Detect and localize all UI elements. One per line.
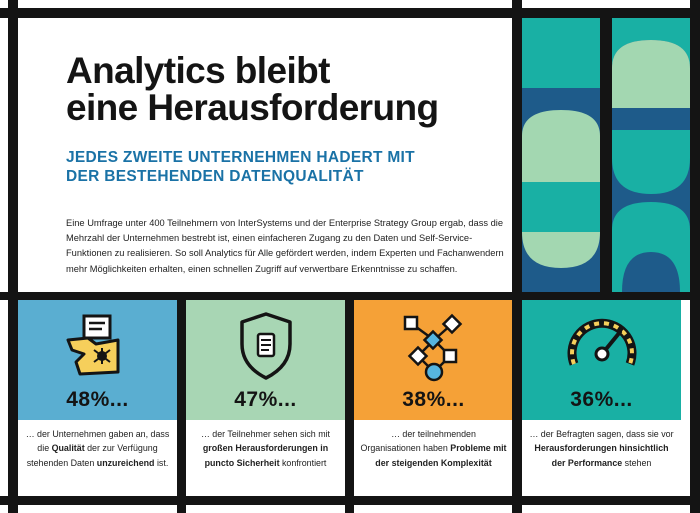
description-run: … der Unternehmen gaben an, dass die [25,429,170,454]
description-text: … der Unternehmen gaben an, dass die Qua… [24,427,171,470]
stat-value: 36%... [570,388,633,411]
description-text: … der Teilnehmer sehen sich mit großen H… [192,427,339,470]
hero-panel: Analytics bleibt eine Herausforderung JE… [18,18,512,294]
subtitle: JEDES ZWEITE UNTERNEHMEN HADERT MIT DER … [66,148,415,186]
stat-value: 47%... [234,388,297,411]
decorative-pattern [522,18,690,292]
stat-tile-performance: 36%... [522,300,681,420]
title-line-1: Analytics bleibt [66,50,330,91]
grid-line-left [8,0,18,513]
description-emphasis: großen Herausforderungen in puncto Siche… [202,443,329,468]
description-text: … der Befragten sagen, dass sie vor Hera… [528,427,675,470]
stat-tile-complexity: 38%... [354,300,513,420]
description-text: … der teilnehmenden Organisationen haben… [360,427,507,470]
speedometer-icon [567,318,637,366]
stat-description-complexity: … der teilnehmenden Organisationen haben… [354,420,513,496]
shield-document-icon [240,312,292,380]
subtitle-line-1: JEDES ZWEITE UNTERNEHMEN HADERT MIT [66,149,415,166]
description-run: … der teilnehmenden Organisationen haben [360,429,476,454]
stat-tile-security: 47%... [186,300,345,420]
subtitle-line-2: DER BESTEHENDEN DATENQUALITÄT [66,168,364,185]
stat-value: 48%... [66,388,129,411]
description-run: … der Befragten sagen, dass sie vor [529,429,674,439]
page-title: Analytics bleibt eine Herausforderung [66,50,439,128]
description-run: der zur Verfügung stehenden Daten [26,443,158,468]
description-emphasis: Probleme mit der steigenden Komplexität [375,443,507,468]
description-emphasis: Qualität [51,443,85,454]
stat-description-security: … der Teilnehmer sehen sich mit großen H… [186,420,345,496]
intro-paragraph: Eine Umfrage unter 400 Teilnehmern von I… [66,218,504,274]
description-emphasis: unzureichend [96,457,155,468]
network-complexity-icon [403,313,463,382]
stat-description-data-quality: … der Unternehmen gaben an, dass die Qua… [18,420,177,496]
grid-line-col-2 [345,292,354,513]
description-run: stehen [622,457,652,468]
stat-description-performance: … der Befragten sagen, dass sie vor Hera… [522,420,681,496]
grid-line-col-1 [177,292,186,513]
description-run: konfrontiert [279,457,327,468]
description-run: … der Teilnehmer sehen sich mit [200,429,331,439]
grid-line-right [690,0,700,513]
stat-tile-data-quality: 48%... [18,300,177,420]
chart-bug-icon [66,314,120,376]
title-line-2: eine Herausforderung [66,87,439,128]
description-emphasis: Herausforderungen hinsichtlich der Perfo… [534,443,669,468]
grid-line-right-of-text [512,0,522,513]
grid-line-top [0,8,700,18]
description-run: ist. [154,457,169,468]
stat-value: 38%... [402,388,465,411]
